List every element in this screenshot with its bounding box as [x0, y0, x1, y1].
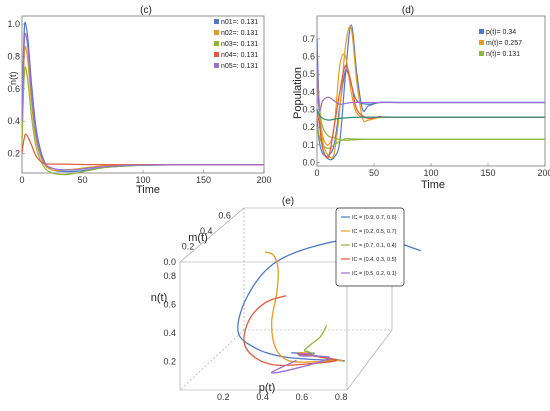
y-tick-label: 0.7 [302, 34, 315, 44]
y-tick-label: 0.6 [302, 52, 315, 62]
p-tick-label: 0.4 [256, 392, 269, 402]
legend-label: IC = {0.9, 0.7, 0.6} [352, 215, 397, 221]
series-line-5 [316, 91, 545, 142]
panel-d: (d) 0 50 100 150 200 0.0 0.1 0.2 0.3 0.4 0.5 0.6 0.7… [292, 5, 550, 191]
x-tick-label: 50 [77, 175, 87, 185]
n-tick-label: 0.6 [163, 300, 176, 310]
x-tick-label: 150 [196, 175, 211, 185]
panel-e-zlabel: n(t) [151, 292, 168, 304]
panel-d-ylabel: Population [292, 67, 304, 119]
series-line-4 [21, 133, 264, 166]
x-tick-label: 200 [537, 168, 550, 178]
x-tick-label: 200 [256, 175, 271, 185]
legend-box [335, 207, 405, 287]
legend-label: n02=: 0.131 [221, 30, 258, 37]
legend-label: IC = {0.5, 0.2, 0.1} [352, 271, 397, 277]
panel-c-legend: n01=: 0.131 n02=: 0.131 n03=: 0.131 n04=: 0… [214, 19, 258, 70]
panel-c-series-group [21, 21, 265, 176]
series-line-9 [316, 109, 545, 121]
x-tick-label: 0 [314, 168, 319, 178]
n-tick-label: 0.8 [163, 271, 176, 281]
p-tick-label: 0.8 [335, 392, 348, 402]
y-tick-label: 0.8 [7, 51, 20, 61]
y-tick-label: 1.0 [7, 19, 20, 29]
m-tick-label: 0.4 [200, 226, 213, 236]
legend-label: m(t)= 0.257 [486, 40, 522, 47]
trajectory-5 [270, 353, 331, 374]
legend-swatch [214, 19, 219, 24]
trajectory-1 [237, 236, 421, 362]
panel-d-series-group [316, 24, 546, 161]
series-line-5 [21, 32, 264, 171]
legend-label: IC = {0.7, 0.1, 0.4} [352, 243, 397, 249]
x-tick-label: 0 [19, 175, 24, 185]
trajectory-3 [303, 325, 328, 355]
panel-e-ylabel: m(t) [188, 232, 208, 244]
legend-label: p(t)= 0.34 [486, 29, 516, 36]
panel-e-legend: IC = {0.9, 0.7, 0.6} IC = {0.2, 0.5, 0.7}… [335, 207, 405, 287]
panel-c-frame [21, 15, 265, 174]
legend-swatch [214, 63, 219, 68]
x-tick-label: 100 [423, 168, 438, 178]
series-line-8 [316, 65, 545, 112]
legend-swatch [479, 51, 484, 56]
legend-label: n01=: 0.131 [221, 19, 258, 26]
panel-c-tag: (c) [140, 5, 152, 16]
p-tick-label: 0.6 [296, 392, 309, 402]
p-tick-label: 0.2 [217, 392, 230, 402]
legend-label: n04=: 0.131 [221, 52, 258, 59]
m-tick-label: 0.0 [163, 257, 176, 267]
y-tick-label: 0.0 [302, 157, 315, 167]
legend-label: n05=: 0.131 [221, 63, 258, 70]
panel-e-tag: (e) [282, 196, 294, 207]
x-tick-label: 100 [135, 175, 150, 185]
legend-label: IC = {0.2, 0.5, 0.7} [352, 229, 397, 235]
series-line-3 [21, 66, 265, 176]
panel-c-xlabel: Time [136, 184, 160, 196]
panel-d-legend: p(t)= 0.34 m(t)= 0.257 n(t)= 0.131 [479, 29, 522, 58]
panel-e-xlabel: p(t) [259, 382, 276, 394]
legend-swatch [479, 29, 484, 34]
panel-e-ticks: 0.2 0.4 0.6 0.8 0.0 0.2 0.4 0.6 0.2 0.4 0.6 0.8 [163, 211, 347, 402]
x-tick-label: 150 [480, 168, 495, 178]
y-tick-label: 0.2 [302, 122, 315, 132]
trajectory-2 [264, 251, 343, 363]
legend-label: n(t)= 0.131 [486, 51, 520, 58]
panel-e-series-group [237, 236, 421, 374]
series-line-7 [316, 64, 546, 159]
legend-label: IC = {0.4, 0.3, 0.5} [352, 257, 397, 263]
y-tick-label: 0.2 [7, 149, 20, 159]
n-tick-label: 0.4 [163, 328, 176, 338]
panel-e: (e) 0.2 0.4 0.6 0.8 0.0 0.2 0.4 0.6 0.2 0.4 0.6 0.8… [151, 196, 421, 402]
x-tick-label: 50 [369, 168, 379, 178]
panel-d-tag: (d) [402, 5, 414, 16]
legend-swatch [214, 30, 219, 35]
panel-c: (c) 0 50 100 150 200 0.2 0.4 0.6 0.8 1.0 n(t) Tim… [7, 5, 271, 196]
m-tick-label: 0.2 [182, 242, 195, 252]
n-tick-label: 0.2 [163, 357, 176, 367]
legend-swatch [479, 40, 484, 45]
y-tick-label: 0.3 [302, 105, 315, 115]
panel-d-ticks: 0 50 100 150 200 0.0 0.1 0.2 0.3 0.4 0.5 0.6 0.7 [302, 34, 550, 178]
series-line-4 [316, 53, 545, 146]
panel-c-ticks: 0 50 100 150 200 0.2 0.4 0.6 0.8 1.0 [7, 19, 271, 185]
panel-d-xlabel: Time [421, 179, 445, 191]
y-tick-label: 0.4 [7, 116, 20, 126]
y-tick-label: 0.5 [302, 69, 315, 79]
m-tick-label: 0.6 [218, 211, 231, 221]
panel-c-ylabel: n(t) [8, 71, 18, 85]
legend-label: n03=: 0.131 [221, 41, 258, 48]
legend-swatch [214, 41, 219, 46]
y-tick-label: 0.1 [302, 140, 315, 150]
y-tick-label: 0.4 [302, 87, 315, 97]
series-line-6 [316, 127, 545, 149]
legend-swatch [214, 52, 219, 57]
trajectory-4 [243, 295, 338, 367]
y-tick-label: 0.6 [7, 84, 20, 94]
